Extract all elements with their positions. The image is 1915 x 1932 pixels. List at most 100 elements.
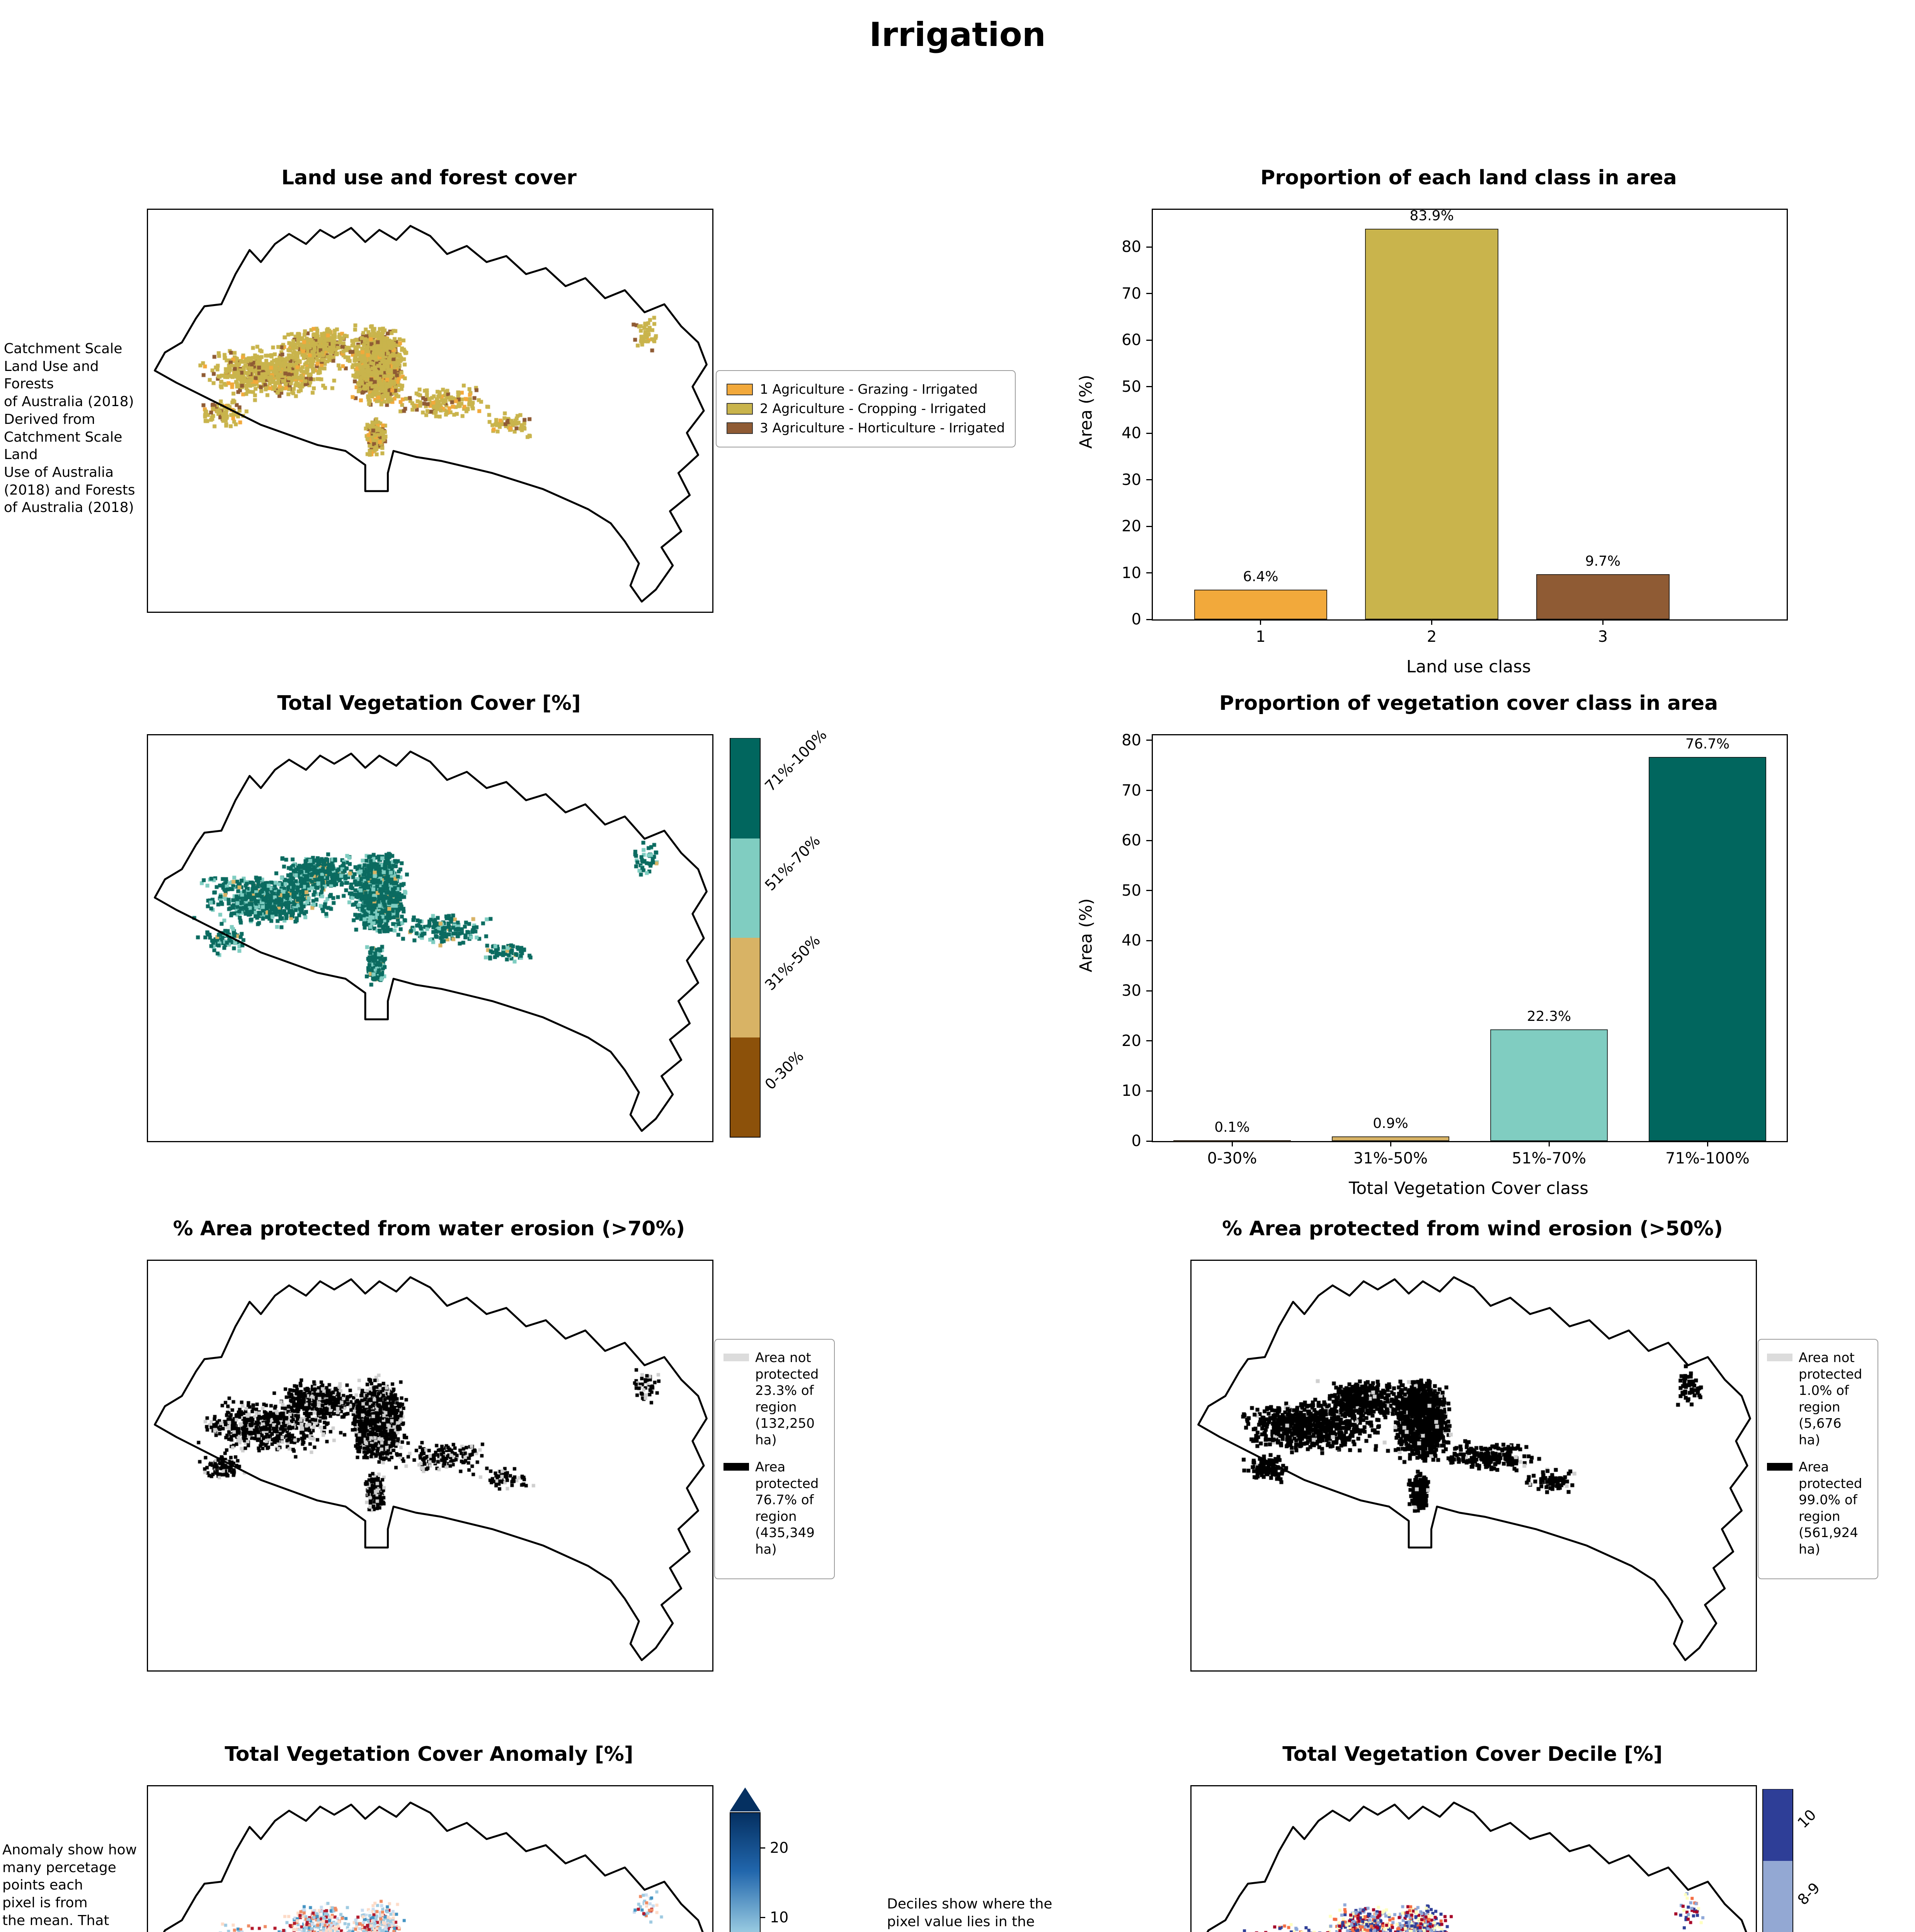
- bar-value-label: 9.7%: [1585, 553, 1621, 570]
- map-pixels: [148, 1786, 712, 1932]
- legend-row: Area not protected 23.3% of region (132,…: [723, 1350, 826, 1448]
- y-tick: [1146, 479, 1152, 481]
- x-tick: [1390, 1141, 1391, 1146]
- decile-map: [1190, 1785, 1757, 1932]
- bar: [1490, 1029, 1608, 1141]
- x-tick-label: 71%-100%: [1665, 1150, 1750, 1167]
- colorbar-label: 0-30%: [761, 1048, 807, 1093]
- landuse-legend: 1 Agriculture - Grazing - Irrigated 2 Agr…: [716, 370, 1016, 447]
- legend-row: Area protected 99.0% of region (561,924 …: [1767, 1459, 1869, 1558]
- decile-colorbar: 12-34-78-910: [1762, 1789, 1823, 1932]
- x-tick-label: 2: [1426, 628, 1437, 646]
- y-tick: [1146, 990, 1152, 992]
- legend-label: 2 Agriculture - Cropping - Irrigated: [760, 401, 986, 417]
- bar-value-label: 22.3%: [1527, 1008, 1571, 1024]
- y-tick: [1146, 526, 1152, 527]
- colorbar-tick-label: 10: [770, 1909, 789, 1926]
- x-tick: [1231, 1141, 1233, 1146]
- colorbar-tick: [760, 1847, 765, 1849]
- colorbar-segment: [730, 738, 760, 838]
- y-tick: [1146, 432, 1152, 434]
- legend-label: Area protected 76.7% of region (435,349 …: [755, 1459, 819, 1557]
- legend-label: 3 Agriculture - Horticulture - Irrigated: [760, 420, 1005, 436]
- legend-swatch: [1767, 1354, 1792, 1361]
- map-pixels: [1192, 1261, 1756, 1670]
- anomaly-map: [147, 1785, 713, 1932]
- legend-label: Area protected 99.0% of region (561,924 …: [1799, 1459, 1862, 1557]
- panel-title-landclass-chart: Proportion of each land class in area: [1260, 166, 1677, 189]
- page-title: Irrigation: [869, 15, 1046, 54]
- bar: [1194, 589, 1327, 619]
- y-tick-label: 30: [1122, 471, 1141, 489]
- decile-note: Deciles show where the pixel value lies …: [887, 1896, 1052, 1932]
- colorbar-segment: [1763, 1789, 1792, 1861]
- vegcover-map: [147, 734, 713, 1142]
- colorbar-tick: [760, 1917, 765, 1918]
- legend-row: 1 Agriculture - Grazing - Irrigated: [727, 382, 1005, 397]
- vegcover-colorbar: 0-30% 31%-50% 51%-70% 71%-100%: [730, 726, 830, 1138]
- colorbar-segment: [1763, 1860, 1792, 1932]
- panel-title-decile: Total Vegetation Cover Decile [%]: [1282, 1743, 1663, 1766]
- legend-row: Area not protected 1.0% of region (5,676…: [1767, 1350, 1869, 1448]
- y-tick-label: 20: [1122, 1032, 1141, 1050]
- x-tick: [1260, 619, 1261, 625]
- y-tick-label: 40: [1122, 424, 1141, 442]
- bar-value-label: 0.1%: [1214, 1119, 1250, 1135]
- colorbar-label: 71%-100%: [761, 726, 830, 795]
- wind-erosion-map: [1190, 1260, 1757, 1672]
- y-tick-label: 80: [1122, 731, 1141, 749]
- y-tick: [1146, 293, 1152, 294]
- bar: [1649, 757, 1766, 1141]
- y-tick-label: 70: [1122, 781, 1141, 799]
- landuse-source-note: Catchment Scale Land Use and Forests of …: [4, 341, 135, 516]
- y-tick-label: 30: [1122, 982, 1141, 1000]
- legend-swatch: [1767, 1463, 1792, 1471]
- region-outline: [154, 750, 708, 1132]
- bar: [1536, 574, 1670, 619]
- water-erosion-map: [147, 1260, 713, 1672]
- legend-row: Area protected 76.7% of region (435,349 …: [723, 1459, 826, 1558]
- landclass-bar-chart: 0 10 20 30 40 50 60 70 80 6.4% 1 83.9% 2 9.7% 3: [1122, 208, 1788, 646]
- panel-title-water-erosion: % Area protected from water erosion (>70…: [173, 1217, 685, 1240]
- anomaly-note: Anomaly show how many percetage points e…: [2, 1842, 137, 1932]
- legend-label: 1 Agriculture - Grazing - Irrigated: [760, 382, 978, 397]
- y-tick: [1146, 1040, 1152, 1042]
- y-tick-label: 60: [1122, 832, 1141, 850]
- map-pixels: [148, 1261, 712, 1670]
- x-tick-label: 0-30%: [1207, 1150, 1257, 1167]
- y-tick-label: 50: [1122, 378, 1141, 396]
- bar: [1365, 229, 1498, 619]
- vegclass-bar-chart: 0 10 20 30 40 50 60 70 80 0.1% 0-30% 0.9% 31%-50% 22.…: [1122, 731, 1788, 1167]
- colorbar-label: 51%-70%: [761, 832, 824, 894]
- colorbar-label: 31%-50%: [761, 932, 824, 994]
- y-tick: [1146, 740, 1152, 741]
- region-outline: [154, 1276, 708, 1661]
- x-tick-label: 31%-50%: [1353, 1150, 1428, 1167]
- legend-label: Area not protected 23.3% of region (132,…: [755, 1350, 819, 1448]
- y-tick-label: 10: [1122, 1082, 1141, 1100]
- x-tick: [1707, 1141, 1708, 1146]
- y-tick: [1146, 790, 1152, 791]
- y-tick-label: 0: [1131, 1132, 1141, 1150]
- landuse-map: [147, 209, 713, 613]
- y-tick: [1146, 840, 1152, 841]
- map-pixels: [148, 735, 712, 1141]
- y-tick: [1146, 386, 1152, 388]
- bar-value-label: 0.9%: [1373, 1116, 1408, 1132]
- legend-swatch: [723, 1463, 749, 1471]
- y-tick: [1146, 619, 1152, 620]
- region-outline: [163, 1801, 704, 1932]
- chart1-xlabel: Land use class: [1406, 657, 1531, 677]
- panel-title-anomaly: Total Vegetation Cover Anomaly [%]: [225, 1743, 633, 1766]
- legend-row: 3 Agriculture - Horticulture - Irrigated: [727, 420, 1005, 436]
- y-tick-label: 80: [1122, 238, 1141, 256]
- panel-title-vegcover: Total Vegetation Cover [%]: [277, 692, 581, 715]
- y-tick: [1146, 890, 1152, 891]
- bar: [1332, 1136, 1449, 1141]
- y-tick-label: 70: [1122, 284, 1141, 303]
- colorbar-label: 8-9: [1794, 1879, 1823, 1908]
- legend-swatch: [727, 384, 753, 395]
- bar-value-label: 76.7%: [1685, 736, 1730, 752]
- y-tick-label: 40: [1122, 932, 1141, 950]
